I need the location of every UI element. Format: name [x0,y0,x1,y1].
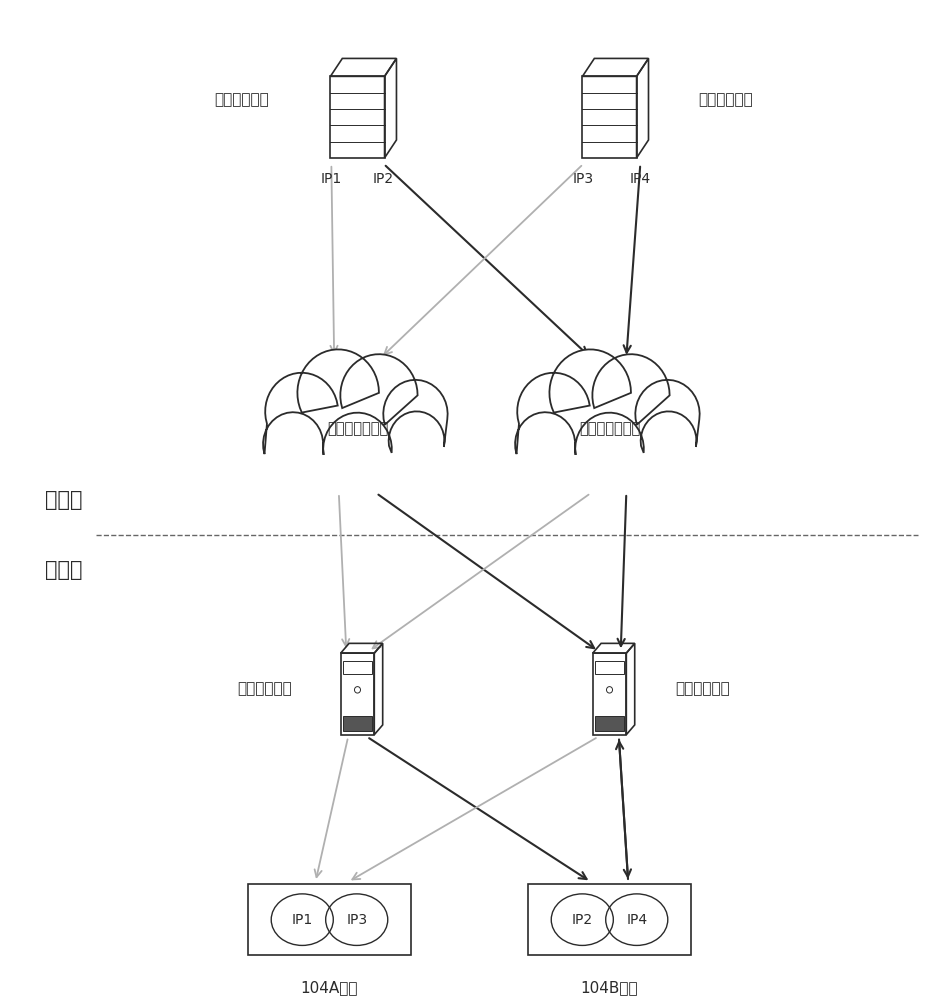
Bar [528,884,691,955]
Circle shape [298,349,379,436]
Polygon shape [516,349,700,455]
Circle shape [549,349,631,436]
Circle shape [389,411,444,471]
Text: 国网天津一平面: 国网天津一平面 [327,421,388,436]
Bar [248,884,411,955]
Text: IP1: IP1 [321,172,342,186]
Ellipse shape [524,388,696,463]
Circle shape [516,412,576,476]
Bar [344,661,372,674]
Bar [595,716,623,731]
Polygon shape [263,349,448,455]
Bar [344,716,372,731]
Text: 厂站侧: 厂站侧 [45,490,83,510]
Circle shape [593,354,670,437]
Text: IP2: IP2 [572,913,593,927]
Text: 远动管理机一: 远动管理机一 [214,92,269,107]
Circle shape [517,373,591,451]
Circle shape [383,380,448,448]
Circle shape [636,380,700,448]
Text: 国网天津二平面: 国网天津二平面 [578,421,640,436]
Circle shape [323,413,392,486]
Text: 主站侧: 主站侧 [45,560,83,580]
Circle shape [340,354,418,437]
Bar [595,661,623,674]
Text: IP3: IP3 [346,913,367,927]
Ellipse shape [271,388,443,463]
Text: 远动管理机二: 远动管理机二 [699,92,753,107]
Text: 104B通道: 104B通道 [580,980,639,995]
Circle shape [640,411,697,471]
Circle shape [265,373,338,451]
Text: IP4: IP4 [626,913,647,927]
Text: IP3: IP3 [573,172,594,186]
Text: 104A通道: 104A通道 [300,980,359,995]
Circle shape [576,413,644,486]
Text: 前置服务器三: 前置服务器三 [238,681,292,696]
Text: IP2: IP2 [373,172,394,186]
Text: IP4: IP4 [630,172,651,186]
Text: 前置服务器四: 前置服务器四 [675,681,730,696]
Text: IP1: IP1 [292,913,313,927]
Circle shape [263,412,323,476]
